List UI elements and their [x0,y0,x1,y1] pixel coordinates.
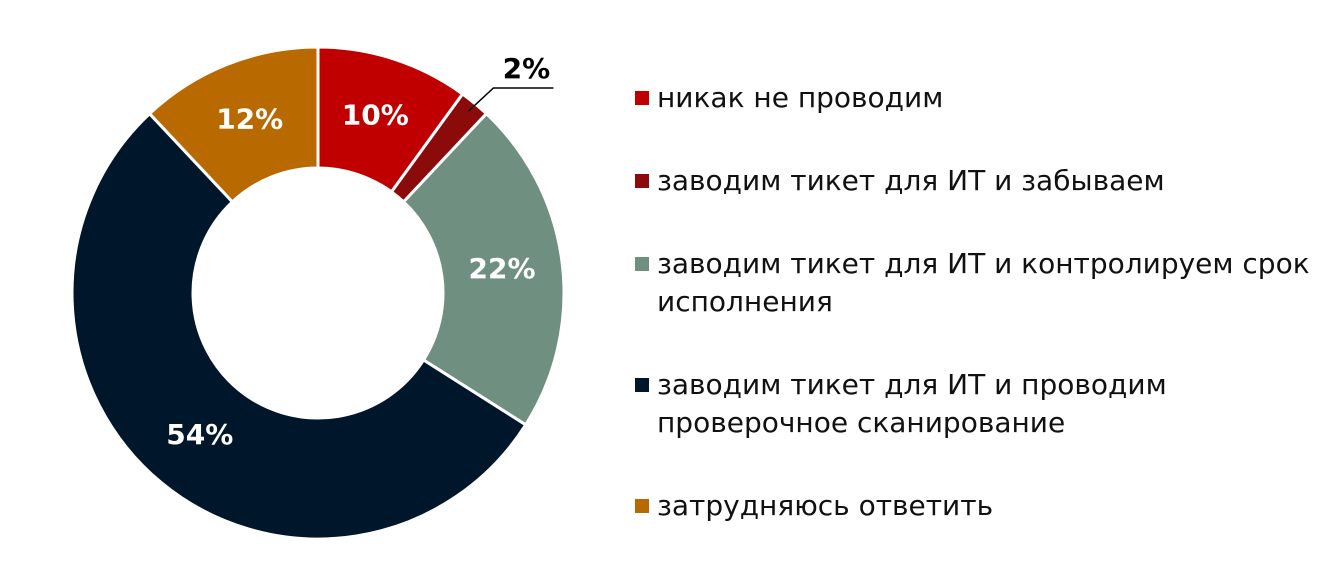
legend-item: заводим тикет для ИТ и контролируем срок… [635,245,1335,321]
legend-item: заводим тикет для ИТ и забываем [635,162,1335,200]
value-label: 12% [216,103,283,136]
donut-segment [401,111,566,427]
chart: 10% 2% 22% 54% 12% [70,45,566,541]
leader-line [467,87,554,112]
value-label: 22% [469,252,536,285]
legend-label: заводим тикет для ИТ и проводим провероч… [657,368,1167,439]
donut-segment [70,111,528,541]
legend-swatch [635,257,649,271]
value-label: 54% [166,418,233,451]
legend-label: заводим тикет для ИТ и контролируем срок… [657,247,1310,318]
legend-label: заводим тикет для ИТ и забываем [657,164,1165,197]
legend-swatch [635,499,649,513]
legend-label: затрудняюсь ответить [657,489,994,522]
value-label: 10% [342,99,409,132]
legend-swatch [635,378,649,392]
legend: никак не проводим заводим тикет для ИТ и … [635,79,1335,525]
legend-label: никак не проводим [657,81,944,114]
legend-item: никак не проводим [635,79,1335,117]
value-label: 2% [503,52,551,85]
legend-item: заводим тикет для ИТ и проводим провероч… [635,366,1335,442]
legend-swatch [635,91,649,105]
legend-item: затрудняюсь ответить [635,487,1335,525]
legend-swatch [635,174,649,188]
donut-segment [147,45,320,204]
